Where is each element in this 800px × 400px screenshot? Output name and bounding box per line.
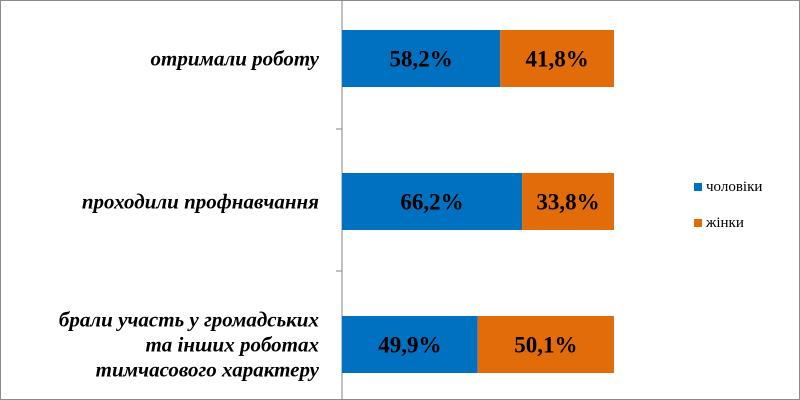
category-label-0-0: отримали роботу bbox=[151, 47, 320, 71]
bar-women-1 bbox=[522, 173, 614, 230]
category-label-2-1: та інших роботах bbox=[145, 333, 319, 357]
data-label-men-1: 66,2% bbox=[400, 190, 463, 215]
data-label-women-0: 41,8% bbox=[526, 47, 589, 72]
data-label-women-1: 33,8% bbox=[536, 190, 599, 215]
bar-men-1 bbox=[342, 173, 523, 230]
legend: чоловіки жінки bbox=[694, 178, 762, 250]
data-label-men-2: 49,9% bbox=[378, 333, 441, 358]
bar-women-0 bbox=[500, 30, 614, 87]
bar-women-2 bbox=[477, 316, 614, 373]
legend-label-men: чоловіки bbox=[706, 178, 763, 195]
axis-layer bbox=[336, 1, 343, 399]
legend-label-women: жінки bbox=[706, 214, 744, 231]
data-label-women-2: 50,1% bbox=[514, 333, 577, 358]
bar-men-2 bbox=[342, 316, 478, 373]
bars-layer bbox=[342, 30, 614, 373]
bar-men-0 bbox=[342, 30, 501, 87]
data-label-men-0: 58,2% bbox=[390, 47, 453, 72]
legend-item-women: жінки bbox=[694, 214, 762, 232]
category-label-1-0: проходили профнавчання bbox=[82, 190, 319, 214]
legend-item-men: чоловіки bbox=[694, 178, 762, 196]
category-label-2-2: тимчасового характеру bbox=[96, 358, 320, 382]
legend-swatch-men bbox=[694, 183, 702, 191]
labels-layer: 58,2% 41,8% отримали роботу 66,2% 33,8% прохо… bbox=[59, 47, 600, 382]
category-label-2-0: брали участь у громадських bbox=[59, 308, 319, 332]
legend-swatch-women bbox=[694, 219, 702, 227]
